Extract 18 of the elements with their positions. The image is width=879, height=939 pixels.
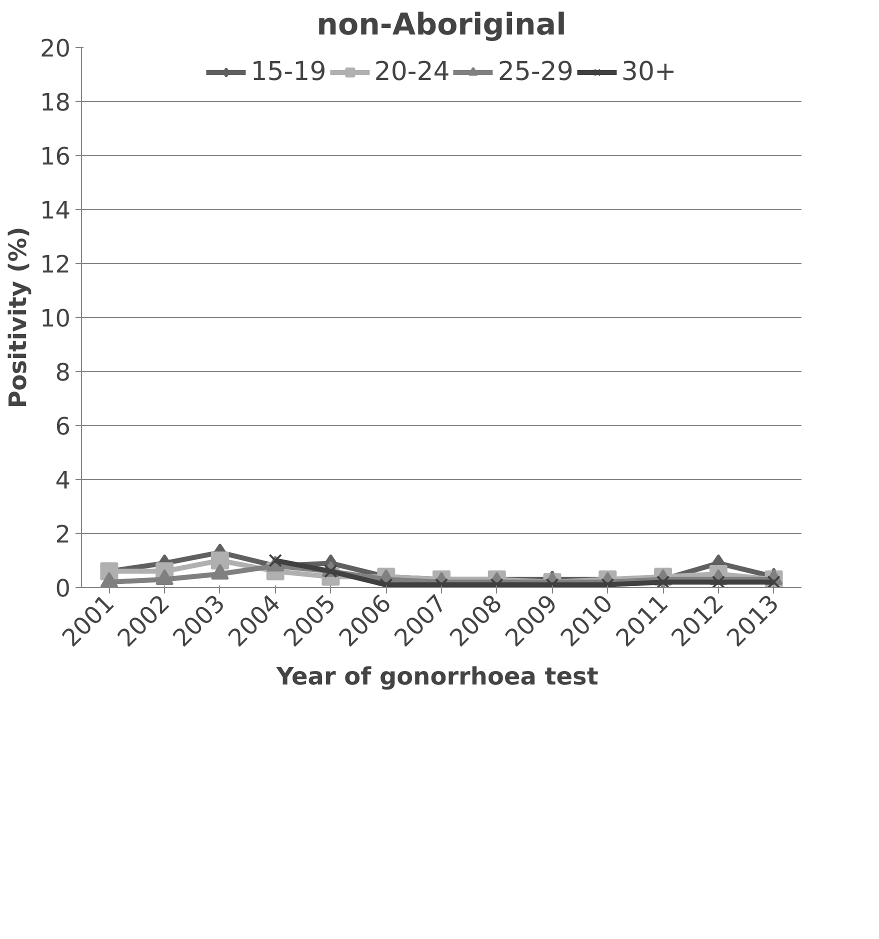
y-tick-label: 12	[40, 250, 71, 278]
y-tick-label: 18	[40, 88, 71, 116]
x-axis-title: Year of gonorrhoea test	[275, 662, 598, 690]
y-tick-label: 14	[40, 196, 71, 224]
legend-label: 30+	[621, 57, 676, 87]
y-tick-label: 4	[55, 466, 71, 494]
y-tick-label: 10	[40, 304, 71, 332]
chart-title: non-Aboriginal	[316, 8, 566, 42]
y-tick-label: 8	[55, 358, 71, 386]
y-tick-label: 2	[55, 520, 71, 548]
y-tick-label: 16	[40, 142, 71, 170]
y-tick-label: 6	[55, 412, 71, 440]
legend-label: 20-24	[374, 57, 450, 87]
legend-label: 25-29	[498, 57, 574, 87]
y-tick-label: 20	[40, 34, 71, 62]
legend-label: 15-19	[250, 57, 326, 87]
y-axis-title: Positivity (%)	[4, 226, 32, 408]
y-tick-label: 0	[55, 574, 71, 602]
